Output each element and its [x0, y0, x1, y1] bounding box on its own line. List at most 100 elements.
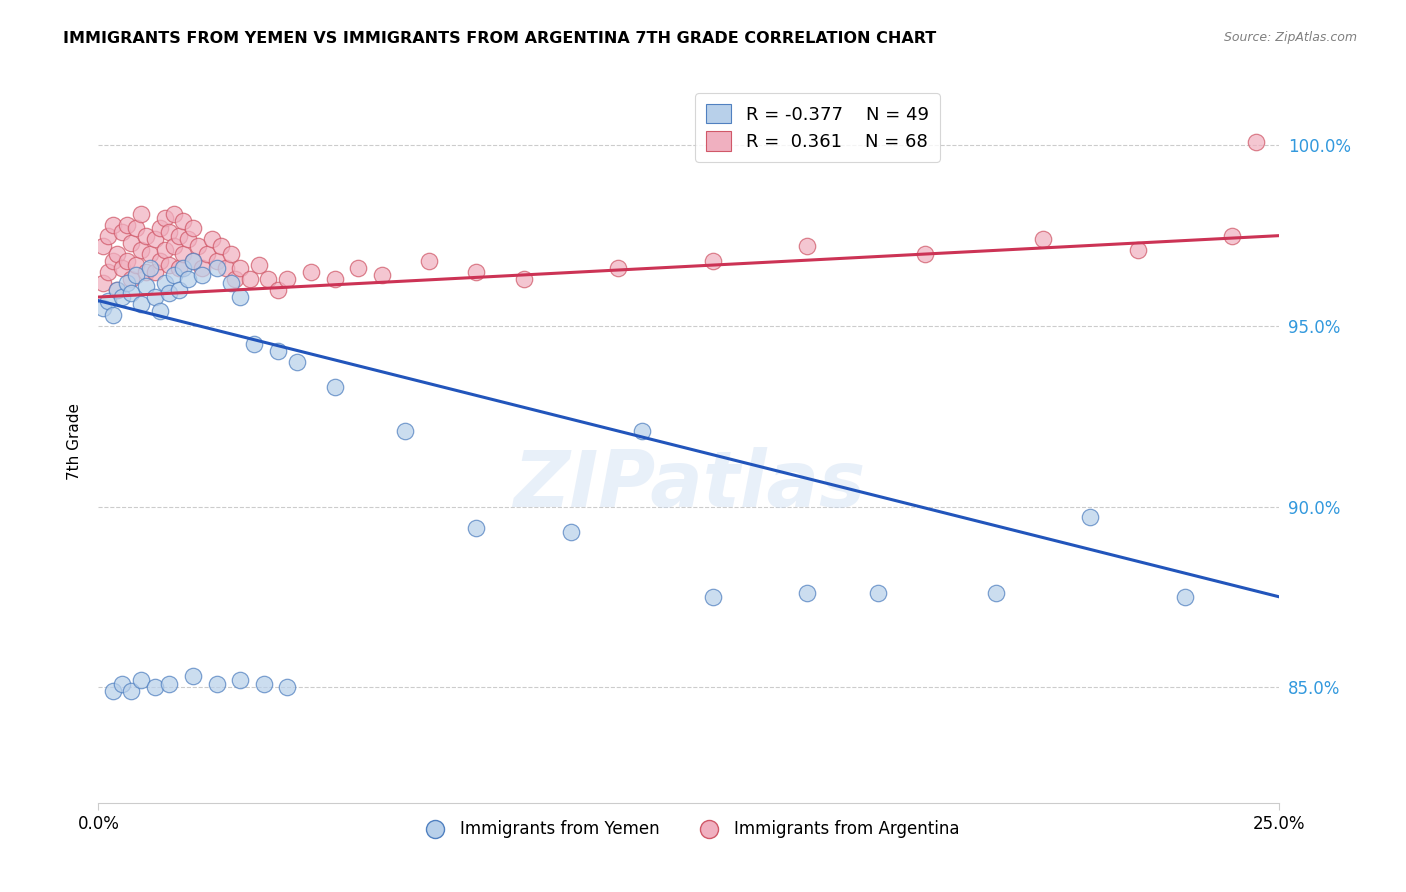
Point [129, 673, 152, 687]
Point [157, 258, 180, 272]
Point [1174, 590, 1197, 604]
Point [91, 239, 114, 253]
Point [201, 232, 224, 246]
Point [149, 221, 172, 235]
Point [418, 254, 440, 268]
Point [181, 669, 204, 683]
Point [205, 676, 228, 690]
Point [157, 286, 180, 301]
Point [97, 293, 120, 308]
Point [163, 207, 186, 221]
Legend: Immigrants from Yemen, Immigrants from Argentina: Immigrants from Yemen, Immigrants from A… [412, 814, 966, 845]
Point [323, 380, 346, 394]
Point [121, 272, 143, 286]
Point [97, 265, 120, 279]
Point [157, 225, 180, 239]
Point [205, 254, 228, 268]
Point [163, 239, 186, 253]
Point [209, 239, 232, 253]
Point [984, 586, 1007, 600]
Point [135, 279, 157, 293]
Point [101, 683, 124, 698]
Point [143, 232, 166, 246]
Point [121, 235, 143, 250]
Point [111, 676, 134, 690]
Point [111, 225, 134, 239]
Point [191, 261, 214, 276]
Point [299, 265, 322, 279]
Point [253, 676, 276, 690]
Point [115, 276, 138, 290]
Point [702, 590, 724, 604]
Point [191, 268, 214, 283]
Point [247, 258, 270, 272]
Point [866, 586, 889, 600]
Point [219, 246, 242, 260]
Point [139, 246, 162, 260]
Point [105, 246, 128, 260]
Point [91, 301, 114, 315]
Point [91, 276, 114, 290]
Text: ZIPatlas: ZIPatlas [513, 447, 865, 523]
Point [149, 254, 172, 268]
Point [796, 239, 818, 253]
Point [111, 261, 134, 276]
Point [139, 261, 162, 276]
Point [121, 286, 143, 301]
Point [187, 239, 209, 253]
Point [153, 211, 176, 225]
Point [111, 290, 134, 304]
Point [914, 246, 936, 260]
Point [167, 261, 190, 276]
Point [135, 228, 157, 243]
Point [143, 680, 166, 694]
Point [172, 214, 194, 228]
Point [257, 272, 280, 286]
Point [97, 228, 120, 243]
Point [167, 228, 190, 243]
Point [101, 308, 124, 322]
Point [153, 276, 176, 290]
Point [163, 268, 186, 283]
Point [115, 254, 138, 268]
Point [143, 290, 166, 304]
Point [125, 258, 148, 272]
Point [465, 521, 488, 535]
Point [135, 265, 157, 279]
Point [101, 218, 124, 232]
Point [205, 261, 228, 276]
Point [125, 268, 148, 283]
Point [153, 243, 176, 257]
Point [167, 283, 190, 297]
Point [243, 337, 266, 351]
Point [267, 283, 290, 297]
Point [115, 218, 138, 232]
Point [195, 246, 218, 260]
Point [347, 261, 370, 276]
Point [172, 246, 194, 260]
Point [229, 261, 252, 276]
Point [239, 272, 262, 286]
Point [157, 676, 180, 690]
Point [129, 297, 152, 311]
Point [129, 207, 152, 221]
Point [394, 424, 416, 438]
Point [101, 254, 124, 268]
Point [215, 261, 238, 276]
Point [125, 221, 148, 235]
Point [181, 221, 204, 235]
Point [285, 355, 308, 369]
Point [560, 524, 582, 539]
Point [796, 586, 818, 600]
Point [465, 265, 488, 279]
Point [143, 265, 166, 279]
Text: IMMIGRANTS FROM YEMEN VS IMMIGRANTS FROM ARGENTINA 7TH GRADE CORRELATION CHART: IMMIGRANTS FROM YEMEN VS IMMIGRANTS FROM… [63, 31, 936, 46]
Point [121, 683, 143, 698]
Point [224, 272, 246, 286]
Point [1244, 135, 1267, 149]
Point [172, 261, 194, 276]
Point [105, 283, 128, 297]
Point [219, 276, 242, 290]
Point [267, 344, 290, 359]
Point [181, 254, 204, 268]
